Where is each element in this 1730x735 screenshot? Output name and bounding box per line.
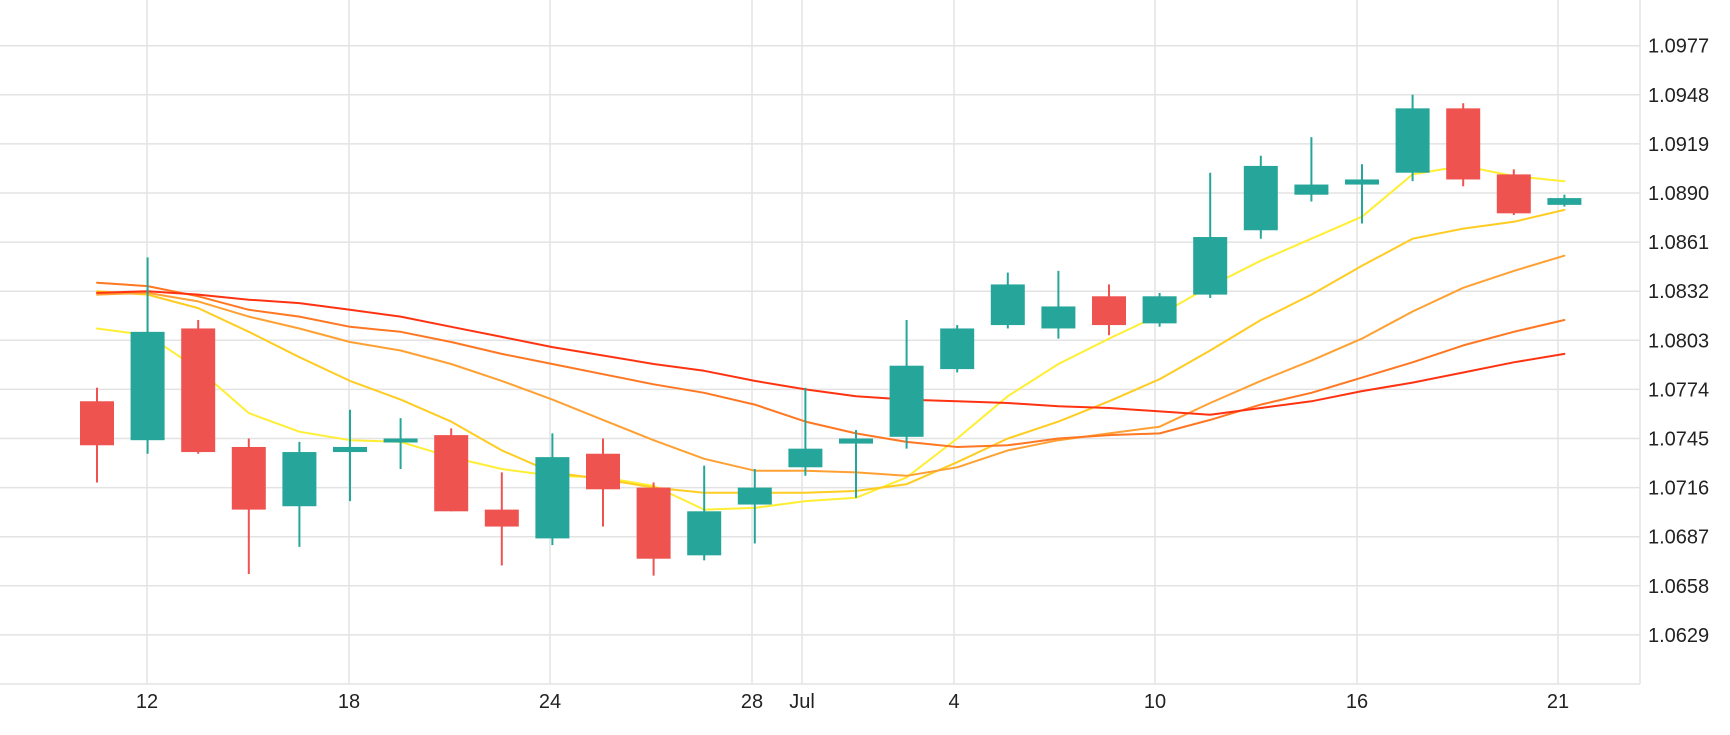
candle — [687, 465, 722, 561]
y-axis: 1.0977 1.0948 1.0919 1.0890 1.0861 1.0832 1.08… — [1648, 36, 1709, 647]
candle — [231, 438, 266, 574]
x-tick-label: 16 — [1346, 691, 1368, 713]
candle — [130, 257, 165, 454]
candle — [839, 430, 873, 498]
candle — [1446, 103, 1481, 187]
candle-body — [181, 328, 216, 453]
moving-average-line-5 — [96, 290, 1566, 416]
y-tick-label: 1.0774 — [1648, 379, 1709, 401]
moving-average-line-1 — [96, 164, 1566, 511]
y-tick-label: 1.0948 — [1648, 85, 1709, 107]
candle — [282, 441, 317, 547]
moving-average-line-4 — [96, 281, 1566, 448]
grid-lines — [0, 0, 1641, 685]
candle-body — [1041, 306, 1076, 329]
candle — [586, 438, 620, 527]
y-tick-label: 1.0658 — [1648, 576, 1709, 598]
y-tick-label: 1.0629 — [1648, 625, 1709, 647]
y-tick-label: 1.0977 — [1648, 36, 1709, 58]
y-tick-label: 1.0745 — [1648, 429, 1709, 451]
moving-average-line-3 — [96, 254, 1566, 477]
candle — [737, 468, 772, 544]
y-tick-label: 1.0832 — [1648, 281, 1709, 303]
x-tick-label: 4 — [948, 691, 959, 713]
candle — [1243, 155, 1278, 239]
candle — [636, 482, 671, 576]
candle-body — [788, 448, 823, 468]
candle-body — [990, 284, 1025, 326]
candle-body — [1496, 174, 1531, 214]
candle — [333, 409, 367, 502]
candles — [80, 94, 1582, 576]
x-tick-label: 21 — [1547, 691, 1569, 713]
candle-body — [1547, 198, 1582, 205]
x-tick-label: 28 — [741, 691, 763, 713]
candle-body — [586, 453, 620, 490]
candle — [535, 433, 570, 546]
candle-body — [231, 446, 266, 510]
candle — [1142, 292, 1177, 327]
y-tick-label: 1.0803 — [1648, 330, 1709, 352]
candle-body — [1294, 184, 1329, 195]
candle — [434, 428, 469, 512]
y-tick-label: 1.0919 — [1648, 134, 1709, 156]
moving-average-lines — [96, 164, 1566, 511]
candle-body — [1092, 296, 1126, 326]
candle — [80, 387, 114, 483]
y-tick-label: 1.0687 — [1648, 527, 1709, 549]
candle-body — [687, 511, 722, 556]
candle — [181, 319, 216, 454]
candle-body — [1446, 108, 1481, 180]
candle-body — [1243, 165, 1278, 231]
candle — [990, 272, 1025, 329]
candle — [1294, 137, 1329, 202]
candle-body — [484, 509, 519, 527]
y-tick-label: 1.0716 — [1648, 478, 1709, 500]
candle-body — [737, 487, 772, 505]
x-tick-label: 10 — [1144, 691, 1166, 713]
candle-body — [889, 365, 924, 437]
candle-body — [1193, 237, 1228, 295]
candle-body — [333, 446, 367, 453]
candle-body — [130, 331, 165, 441]
x-tick-label: 12 — [136, 691, 158, 713]
candle-body — [1345, 179, 1379, 185]
candle-body — [383, 438, 418, 443]
candle — [788, 387, 823, 476]
candle — [1547, 194, 1582, 207]
candle — [1041, 270, 1076, 339]
candle — [1092, 284, 1126, 336]
y-tick-label: 1.0861 — [1648, 232, 1709, 254]
candle-body — [839, 438, 873, 444]
candle — [889, 319, 924, 449]
candle-body — [434, 435, 469, 512]
candle — [1395, 94, 1430, 182]
candle — [484, 472, 519, 566]
candle-body — [80, 401, 114, 446]
candle — [1193, 172, 1228, 298]
candle-body — [282, 452, 317, 507]
candle-body — [940, 328, 975, 370]
x-tick-label: 18 — [338, 691, 360, 713]
candle — [1496, 169, 1531, 216]
candle — [940, 325, 975, 373]
x-axis: 12 18 24 28 Jul 4 10 16 21 — [136, 691, 1569, 713]
candle — [383, 418, 418, 469]
moving-average-line-2 — [96, 208, 1566, 494]
candle-body — [636, 487, 671, 559]
candle-body — [1142, 296, 1177, 324]
x-tick-label: Jul — [789, 691, 815, 713]
candle — [1345, 164, 1379, 224]
y-tick-label: 1.0890 — [1648, 183, 1709, 205]
candle-body — [535, 457, 570, 539]
x-tick-label: 24 — [539, 691, 561, 713]
candle-body — [1395, 108, 1430, 173]
